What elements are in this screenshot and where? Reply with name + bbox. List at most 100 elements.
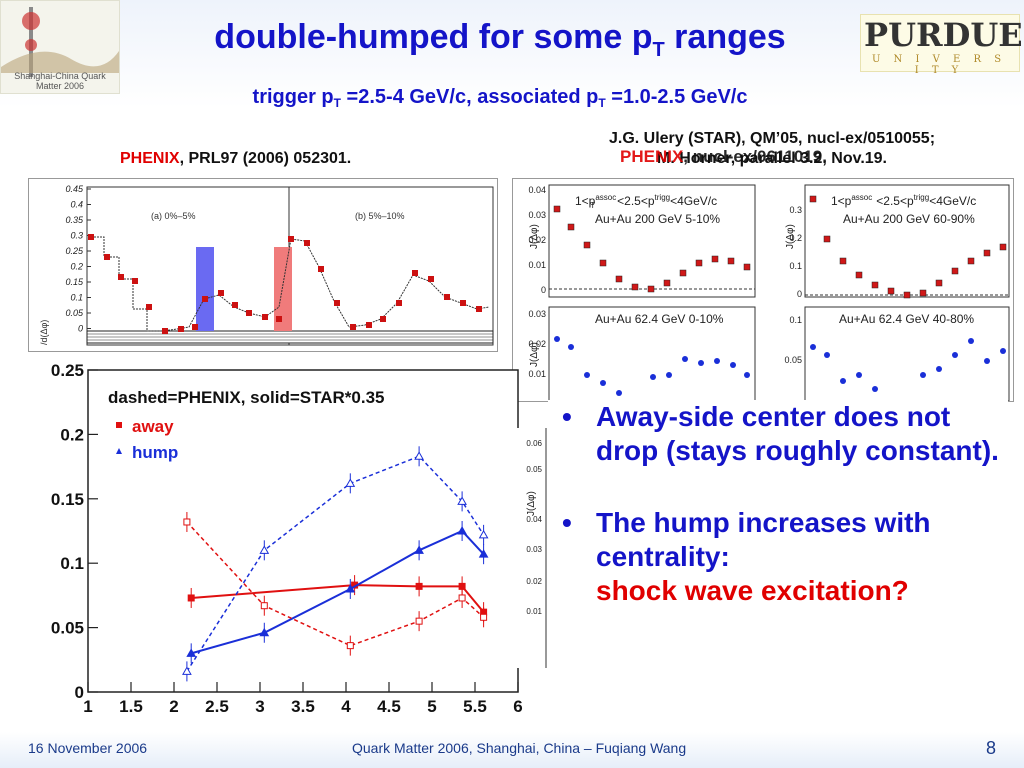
series-line-star-hump bbox=[190, 529, 485, 655]
footer-center: Quark Matter 2006, Shanghai, China – Fuq… bbox=[352, 740, 687, 756]
legend-away-label: away bbox=[132, 417, 174, 436]
phenix-marker bbox=[318, 266, 324, 272]
data-point-hump bbox=[478, 529, 489, 539]
phenix-marker bbox=[396, 300, 402, 306]
star-marker-blue bbox=[650, 374, 656, 380]
star-marker-blue bbox=[698, 360, 704, 366]
data-point-hump bbox=[345, 478, 356, 487]
legend-away-marker bbox=[116, 422, 122, 428]
series-line-phenix-hump bbox=[186, 455, 485, 672]
phenix-y-tick-label: 0.1 bbox=[70, 293, 83, 303]
x-tick-label: 5 bbox=[427, 697, 436, 716]
star-marker-red bbox=[663, 279, 671, 287]
phenix-marker bbox=[118, 274, 124, 280]
star-y-tick-label: 0.01 bbox=[528, 369, 546, 379]
phenix-marker bbox=[444, 294, 450, 300]
star-top-right-label: Au+Au 200 GeV 60-90% bbox=[843, 212, 975, 226]
phenix-y-tick-label: 0.3 bbox=[70, 231, 83, 241]
star-top-left-cut: 1<passoc T <2.5<ptrigg<4GeV/c bbox=[575, 193, 717, 210]
highlight-band-red bbox=[274, 247, 292, 331]
bullet-text: Away-side center does not drop (stays ro… bbox=[596, 401, 999, 466]
star-y-tick-label: 0.01 bbox=[526, 607, 542, 616]
y-tick-label: 0.2 bbox=[60, 425, 84, 444]
phenix-y-tick-label: 0.15 bbox=[65, 277, 84, 287]
y-tick-label: 0.15 bbox=[51, 490, 84, 509]
star-marker-red bbox=[823, 235, 831, 243]
phenix-marker bbox=[428, 276, 434, 282]
legend-box bbox=[90, 372, 488, 420]
star-y-tick-label: 0.3 bbox=[789, 205, 802, 215]
star-y-tick-label: 0 bbox=[541, 285, 546, 295]
star-ylabel-top-left: J(Δφ) bbox=[529, 224, 540, 249]
data-point-hump bbox=[457, 525, 467, 535]
star-marker-blue bbox=[856, 372, 862, 378]
star-marker-red bbox=[695, 259, 703, 267]
phenix-marker bbox=[104, 254, 110, 260]
star-marker-blue bbox=[568, 344, 574, 350]
data-point-hump bbox=[186, 648, 197, 657]
phenix-marker bbox=[132, 278, 138, 284]
star-y-tick-label: 0.02 bbox=[526, 577, 542, 586]
data-point-away bbox=[260, 602, 268, 610]
star-marker-blue bbox=[600, 380, 606, 386]
data-point-hump bbox=[259, 545, 270, 554]
star-marker-red bbox=[919, 289, 927, 297]
bullet-item: • The hump increases with centrality: sh… bbox=[548, 506, 1008, 608]
star-marker-blue bbox=[872, 386, 878, 392]
phenix-correlation-plot: (a) 0%–5% (b) 5%–10% /d(Δφ) 0.45 0.4 0.35 0… bbox=[28, 178, 498, 352]
data-point-away bbox=[346, 642, 354, 650]
star-top-right-cut: 1<passoc <2.5<ptrigg<4GeV/c bbox=[831, 193, 976, 208]
star-marker-red bbox=[983, 249, 991, 257]
phenix-y-tick-label: 0.05 bbox=[65, 308, 84, 318]
star-marker-red bbox=[951, 267, 959, 275]
legend-hump-marker bbox=[116, 448, 122, 454]
star-marker-red bbox=[567, 223, 575, 231]
star-marker-red bbox=[855, 271, 863, 279]
star-top-left-label: Au+Au 200 GeV 5-10% bbox=[595, 212, 720, 226]
data-point-hump bbox=[414, 545, 424, 554]
star-markers bbox=[553, 195, 1007, 396]
footer-band bbox=[0, 732, 1024, 768]
phenix-points bbox=[88, 234, 490, 334]
star-marker-blue bbox=[744, 372, 750, 378]
star-marker-blue bbox=[666, 372, 672, 378]
x-tick-label: 4 bbox=[341, 697, 351, 716]
star-marker-red bbox=[679, 269, 687, 277]
y-tick-label: 0 bbox=[75, 683, 84, 702]
main-chart: dashed=PHENIX, solid=STAR*0.35 away hump… bbox=[28, 358, 528, 720]
x-tick-label: 6 bbox=[513, 697, 522, 716]
phenix-marker bbox=[380, 316, 386, 322]
purdue-logo-box bbox=[860, 14, 1020, 72]
star-marker-red bbox=[743, 263, 751, 271]
x-tick-label: 5.5 bbox=[463, 697, 487, 716]
star-y-tick-label: 0.03 bbox=[528, 210, 546, 220]
star-y-tick-label: 0.06 bbox=[526, 439, 542, 448]
bullet-dot-icon: • bbox=[562, 507, 572, 538]
y-tick-label: 0.1 bbox=[60, 554, 84, 573]
star-marker-blue bbox=[682, 356, 688, 362]
phenix-plot-svg: (a) 0%–5% (b) 5%–10% /d(Δφ) 0.450.40.350… bbox=[39, 184, 494, 346]
x-tick-label: 4.5 bbox=[377, 697, 401, 716]
bullet-dot-icon: • bbox=[562, 401, 572, 432]
main-chart-series bbox=[182, 446, 489, 682]
x-tick-label: 3.5 bbox=[291, 697, 315, 716]
phenix-marker bbox=[218, 290, 224, 296]
star-y-tick-label: 0.02 bbox=[528, 235, 546, 245]
bullet-list: • Away-side center does not drop (stays … bbox=[548, 400, 1008, 646]
phenix-marker bbox=[246, 310, 252, 316]
star-marker-red bbox=[711, 255, 719, 263]
star-y-tick-label: 0.01 bbox=[528, 260, 546, 270]
phenix-marker bbox=[304, 240, 310, 246]
data-point-hump bbox=[182, 666, 192, 675]
page-number: 8 bbox=[986, 738, 997, 758]
data-point-hump bbox=[345, 583, 356, 593]
star-marker-red bbox=[599, 259, 607, 267]
star-marker-blue bbox=[936, 366, 942, 372]
legend-hump-label: hump bbox=[132, 443, 178, 462]
star-marker-red bbox=[999, 243, 1007, 251]
footer-date: 16 November 2006 bbox=[28, 740, 148, 756]
star-marker-blue bbox=[616, 390, 622, 396]
phenix-marker bbox=[232, 302, 238, 308]
x-tick-label: 1.5 bbox=[119, 697, 143, 716]
star-y-tick-label: 0.2 bbox=[789, 233, 802, 243]
